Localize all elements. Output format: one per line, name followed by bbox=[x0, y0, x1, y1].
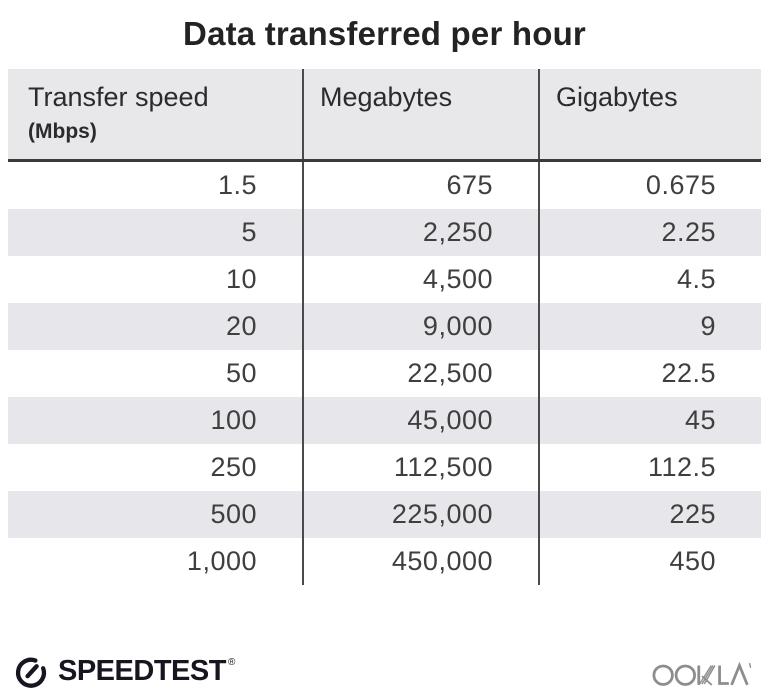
cell-megabytes: 2,250 bbox=[302, 209, 538, 256]
table-row: 5 2,250 2.25 bbox=[8, 209, 761, 256]
header-transfer-speed-label: Transfer speed bbox=[28, 82, 209, 112]
cell-gigabytes: 4.5 bbox=[538, 256, 761, 303]
table-row: 500 225,000 225 bbox=[8, 491, 761, 538]
table-row: 10 4,500 4.5 bbox=[8, 256, 761, 303]
header-transfer-speed: Transfer speed (Mbps) bbox=[8, 69, 302, 159]
cell-speed: 250 bbox=[210, 452, 257, 482]
header-megabytes: Megabytes bbox=[302, 69, 538, 159]
cell-megabytes: 112,500 bbox=[302, 444, 538, 491]
cell-megabytes: 9,000 bbox=[302, 303, 538, 350]
table-body: 1.5 675 0.675 5 2,250 2.25 10 4,500 4.5 … bbox=[8, 162, 761, 585]
table-row: 20 9,000 9 bbox=[8, 303, 761, 350]
cell-megabytes: 675 bbox=[302, 162, 538, 209]
cell-gigabytes: 2.25 bbox=[538, 209, 761, 256]
page-title: Data transferred per hour bbox=[183, 15, 586, 52]
cell-gigabytes: 45 bbox=[538, 397, 761, 444]
cell-gigabytes: 9 bbox=[538, 303, 761, 350]
header-transfer-speed-unit: (Mbps) bbox=[28, 120, 97, 143]
table-header-row: Transfer speed (Mbps) Megabytes Gigabyte… bbox=[8, 69, 761, 162]
table-row: 1.5 675 0.675 bbox=[8, 162, 761, 209]
cell-speed: 500 bbox=[210, 499, 257, 529]
footer: SPEEDTEST ® bbox=[12, 652, 755, 690]
speedtest-logo: SPEEDTEST ® bbox=[12, 652, 235, 690]
cell-gigabytes: 0.675 bbox=[538, 162, 761, 209]
table-row: 1,000 450,000 450 bbox=[8, 538, 761, 585]
cell-gigabytes: 112.5 bbox=[538, 444, 761, 491]
cell-megabytes: 450,000 bbox=[302, 538, 538, 585]
cell-megabytes: 225,000 bbox=[302, 491, 538, 538]
cell-speed: 50 bbox=[225, 358, 257, 388]
table-row: 100 45,000 45 bbox=[8, 397, 761, 444]
cell-gigabytes: 450 bbox=[538, 538, 761, 585]
cell-speed: 100 bbox=[210, 405, 257, 435]
table-row: 250 112,500 112.5 bbox=[8, 444, 761, 491]
ookla-logo bbox=[652, 661, 752, 686]
data-table: Transfer speed (Mbps) Megabytes Gigabyte… bbox=[8, 69, 761, 585]
cell-speed: 5 bbox=[241, 217, 257, 247]
cell-speed: 10 bbox=[225, 264, 257, 294]
cell-megabytes: 22,500 bbox=[302, 350, 538, 397]
cell-gigabytes: 22.5 bbox=[538, 350, 761, 397]
cell-speed: 20 bbox=[225, 311, 257, 341]
cell-speed: 1,000 bbox=[186, 546, 257, 576]
cell-megabytes: 4,500 bbox=[302, 256, 538, 303]
speedtest-wordmark: SPEEDTEST bbox=[58, 654, 226, 687]
speedtest-gauge-icon bbox=[15, 657, 47, 688]
registered-trademark-symbol: ® bbox=[227, 656, 236, 668]
table-row: 50 22,500 22.5 bbox=[8, 350, 761, 397]
cell-megabytes: 45,000 bbox=[302, 397, 538, 444]
cell-speed: 1.5 bbox=[217, 170, 257, 200]
header-gigabytes: Gigabytes bbox=[538, 69, 761, 159]
cell-gigabytes: 225 bbox=[538, 491, 761, 538]
